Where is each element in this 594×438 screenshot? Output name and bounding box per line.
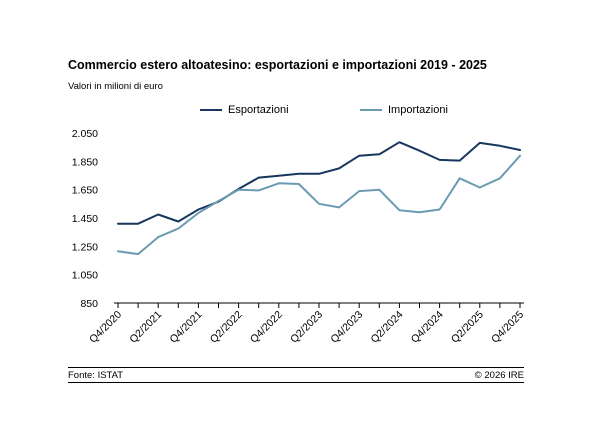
chart-title: Commercio estero altoatesino: esportazio… xyxy=(68,58,487,72)
legend-item-import: Importazioni xyxy=(360,104,448,116)
series-line-export xyxy=(117,141,521,225)
x-tick-label: Q2/2023 xyxy=(288,309,325,346)
legend-item-export: Esportazioni xyxy=(200,104,289,116)
x-tick-label: Q4/2021 xyxy=(168,309,205,346)
legend-label-export: Esportazioni xyxy=(228,104,289,116)
series-line-import xyxy=(117,154,521,256)
chart-subtitle: Valori in milioni di euro xyxy=(68,81,163,92)
x-tick-label: Q2/2025 xyxy=(449,309,486,346)
y-tick-label: 1.250 xyxy=(72,241,98,253)
x-tick-label: Q4/2025 xyxy=(489,309,526,346)
x-tick-label: Q4/2024 xyxy=(409,309,446,346)
x-tick-label: Q4/2020 xyxy=(87,309,124,346)
y-tick-label: 1.650 xyxy=(72,185,98,197)
footer-rule-bottom xyxy=(68,382,524,383)
footer-rule-top xyxy=(68,367,524,368)
y-tick-label: 1.850 xyxy=(72,156,98,168)
x-tick-label: Q2/2024 xyxy=(369,309,406,346)
x-tick-label: Q2/2021 xyxy=(127,309,164,346)
y-tick-label: 1.050 xyxy=(72,270,98,282)
x-tick-label: Q4/2023 xyxy=(328,309,365,346)
y-tick-label: 2.050 xyxy=(72,128,98,140)
legend-label-import: Importazioni xyxy=(388,104,448,116)
legend-swatch-export xyxy=(200,109,222,111)
y-tick-label: 1.450 xyxy=(72,213,98,225)
copyright-note: © 2026 IRE xyxy=(474,370,524,381)
y-tick-label: 850 xyxy=(80,298,98,310)
x-tick-label: Q4/2022 xyxy=(248,309,285,346)
legend-swatch-import xyxy=(360,109,382,111)
source-note: Fonte: ISTAT xyxy=(68,370,124,381)
x-tick-label: Q2/2022 xyxy=(208,309,245,346)
